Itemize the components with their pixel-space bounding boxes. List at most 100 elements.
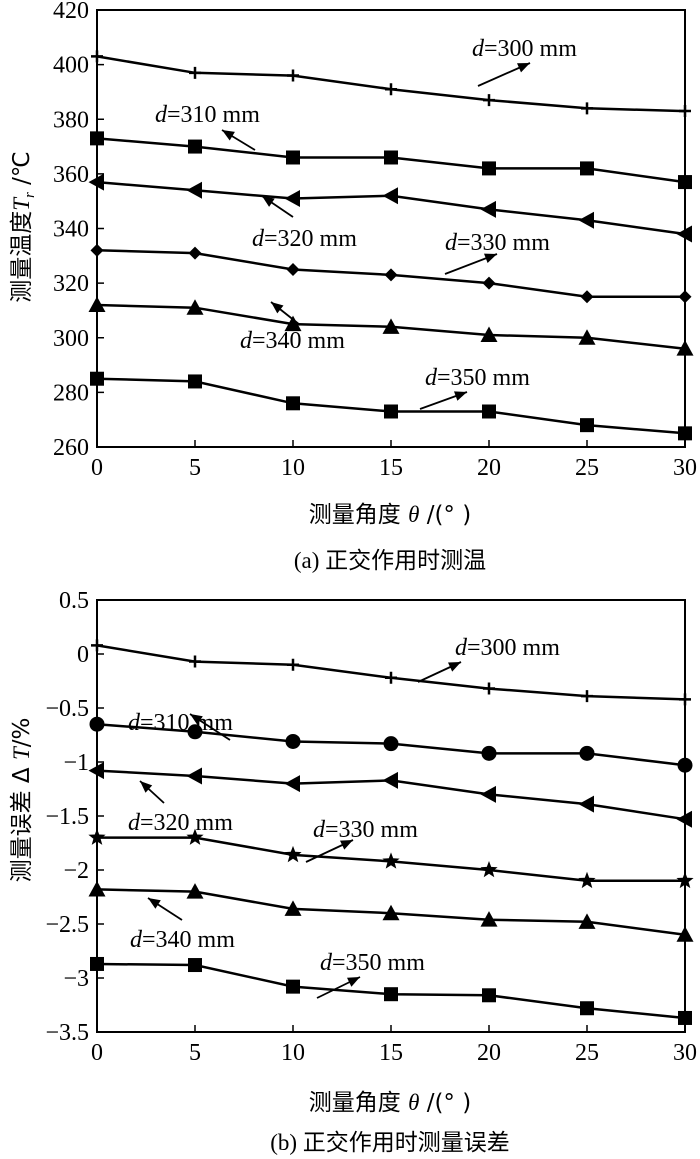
x-tick-label: 20 bbox=[477, 455, 501, 481]
series-annotation-label: d=340 mm bbox=[240, 328, 345, 354]
data-point bbox=[679, 105, 691, 118]
data-point bbox=[186, 828, 204, 845]
data-point bbox=[578, 871, 596, 889]
data-point bbox=[384, 150, 398, 165]
data-point bbox=[91, 639, 103, 652]
series-annotation-label: d=340 mm bbox=[130, 927, 235, 953]
series-d320mm bbox=[88, 173, 692, 243]
data-point bbox=[382, 187, 398, 205]
series-annotation-label: d=350 mm bbox=[320, 950, 425, 976]
data-point bbox=[90, 131, 104, 146]
data-point bbox=[382, 771, 398, 789]
x-tick-label: 10 bbox=[281, 455, 305, 481]
y-tick-label: −3 bbox=[63, 966, 89, 992]
series-annotation: d=310 mm bbox=[128, 710, 233, 741]
data-point bbox=[384, 404, 398, 419]
data-point bbox=[482, 161, 496, 176]
data-point bbox=[186, 883, 204, 899]
data-point bbox=[88, 173, 104, 191]
series-annotation-label: d=310 mm bbox=[128, 710, 233, 736]
data-point bbox=[384, 987, 398, 1002]
data-point bbox=[676, 871, 694, 889]
x-tick-label: 25 bbox=[575, 1040, 599, 1066]
series-annotation-label: d=330 mm bbox=[313, 817, 418, 843]
data-point bbox=[284, 845, 302, 863]
series-annotation: d=330 mm bbox=[444, 230, 550, 275]
series-d300mm bbox=[91, 50, 691, 118]
y-tick-label: −1.5 bbox=[45, 804, 89, 830]
y-tick-label: 380 bbox=[53, 107, 89, 133]
data-point bbox=[480, 911, 498, 927]
data-point bbox=[284, 315, 302, 332]
data-point bbox=[189, 66, 201, 79]
data-point bbox=[88, 880, 106, 897]
y-tick-label: 260 bbox=[53, 435, 89, 461]
series-annotation: d=310 mm bbox=[155, 102, 260, 151]
series-d330mm bbox=[88, 828, 694, 889]
x-tick-label: 25 bbox=[575, 455, 599, 481]
series-line bbox=[96, 180, 686, 236]
data-point bbox=[480, 326, 498, 343]
annotation-arrow-head bbox=[262, 196, 275, 207]
y-tick-label: 400 bbox=[53, 53, 89, 79]
annotation-arrow-head bbox=[340, 840, 353, 850]
x-tick-label: 15 bbox=[379, 455, 403, 481]
panel-a-ylabel: 测量温度Tr /℃ bbox=[9, 151, 38, 303]
data-point bbox=[580, 290, 594, 304]
data-point bbox=[188, 246, 202, 260]
x-tick-label: 5 bbox=[189, 455, 201, 481]
data-point bbox=[580, 161, 594, 176]
series-d350mm bbox=[90, 956, 692, 1025]
series-d340mm bbox=[88, 296, 694, 356]
data-point bbox=[188, 958, 202, 973]
series-d300mm bbox=[91, 639, 691, 706]
series-annotation-label: d=300 mm bbox=[455, 635, 560, 661]
data-point bbox=[678, 175, 692, 190]
data-point bbox=[90, 243, 104, 257]
panel-a-caption: (a) 正交作用时测温 bbox=[294, 548, 486, 573]
series-annotation: d=350 mm bbox=[419, 365, 530, 410]
data-point bbox=[286, 150, 300, 165]
series-annotation: d=340 mm bbox=[240, 301, 345, 354]
data-point bbox=[186, 767, 202, 785]
panel-a-xlabel: 测量角度 θ /(° ) bbox=[309, 502, 471, 528]
data-point bbox=[480, 200, 496, 218]
x-tick-label: 15 bbox=[379, 1040, 403, 1066]
data-point bbox=[482, 276, 496, 290]
annotation-arrow-head bbox=[347, 977, 360, 987]
data-point bbox=[384, 268, 398, 282]
data-point bbox=[480, 785, 496, 803]
y-tick-label: −3.5 bbox=[45, 1020, 89, 1046]
data-point bbox=[483, 94, 495, 107]
data-point bbox=[578, 329, 596, 345]
annotation-arrow-head bbox=[271, 302, 284, 314]
y-tick-label: 280 bbox=[53, 380, 89, 406]
data-point bbox=[676, 926, 694, 942]
data-point bbox=[284, 775, 300, 793]
series-annotation: d=350 mm bbox=[316, 950, 425, 999]
data-point bbox=[188, 374, 202, 389]
data-point bbox=[481, 745, 497, 761]
data-point bbox=[286, 979, 300, 994]
annotation-arrow-head bbox=[484, 253, 497, 263]
data-point bbox=[482, 404, 496, 419]
x-tick-label: 0 bbox=[91, 455, 103, 481]
data-point bbox=[385, 83, 397, 96]
panel-b-error-chart: 0 5 10 15 20 25 30 0.5 0 −0.5 −1 −1.5 −2 −2.5 −3 −3.5 d=… bbox=[45, 588, 697, 1066]
data-point bbox=[679, 693, 691, 706]
data-point bbox=[88, 828, 106, 845]
data-point bbox=[580, 418, 594, 433]
series-d350mm bbox=[90, 371, 692, 441]
data-point bbox=[186, 181, 202, 199]
series-annotation-label: d=320 mm bbox=[128, 810, 233, 836]
y-tick-label: −1 bbox=[63, 750, 89, 776]
series-annotation: d=320 mm bbox=[128, 780, 233, 836]
data-point bbox=[580, 1001, 594, 1016]
x-tick-label: 30 bbox=[673, 1040, 697, 1066]
data-point bbox=[385, 671, 397, 684]
x-tick-label: 20 bbox=[477, 1040, 501, 1066]
y-tick-label: 360 bbox=[53, 162, 89, 188]
data-point bbox=[284, 189, 300, 207]
data-point bbox=[89, 716, 105, 732]
data-point bbox=[676, 340, 694, 356]
